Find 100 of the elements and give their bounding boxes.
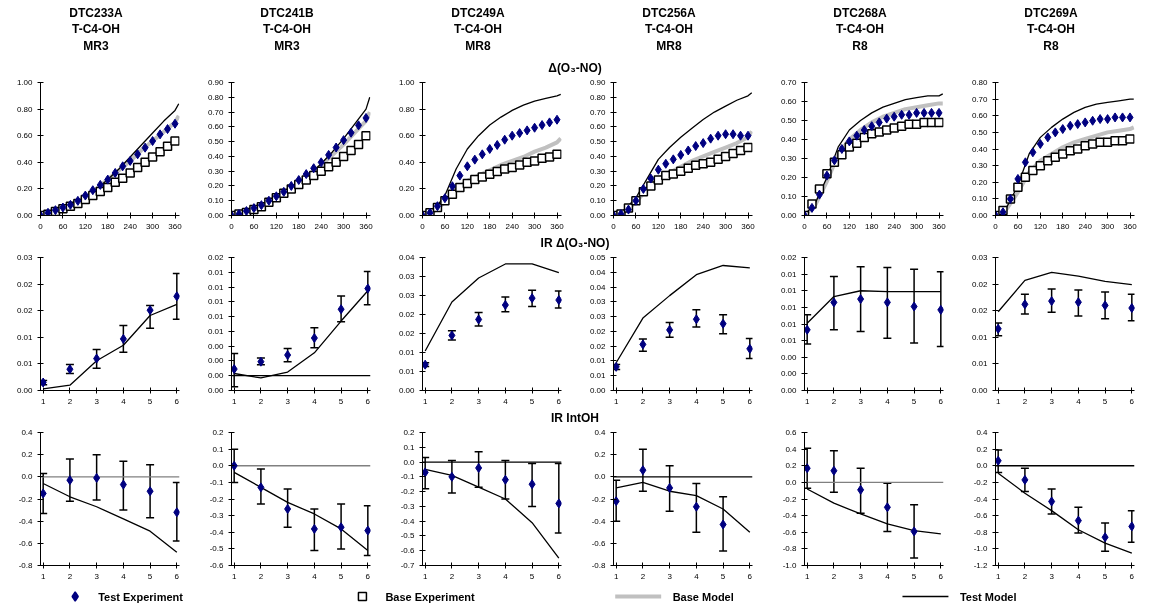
x-tick-label: 6 — [938, 571, 944, 581]
x-tick-label: 2 — [67, 571, 73, 581]
x-tick-label: 5 — [529, 396, 535, 406]
y-tick-label: 0.2 — [212, 428, 225, 437]
x-tick-label: 5 — [338, 571, 344, 581]
y-tick-label: -0.3 — [400, 501, 416, 511]
legend-label: Test Model — [959, 590, 1017, 603]
x-tick-label: 1 — [995, 396, 1001, 406]
x-tick-label: 240 — [887, 221, 902, 231]
y-tick-label: 0.20 — [589, 181, 607, 191]
x-tick-label: 2 — [449, 396, 455, 406]
x-tick-label: 300 — [336, 221, 351, 231]
y-tick-label: -0.2 — [400, 487, 416, 497]
x-tick-label: 60 — [440, 221, 450, 231]
x-tick-label: 5 — [911, 571, 917, 581]
y-tick-label: 0.70 — [589, 107, 607, 117]
x-tick-label: 180 — [674, 221, 688, 231]
y-tick-label: 0.01 — [589, 356, 607, 366]
x-tick-label: 5 — [529, 571, 535, 581]
x-tick-label: 4 — [503, 571, 509, 581]
y-tick-label: 0.01 — [780, 336, 798, 346]
x-tick-label: 1 — [422, 396, 428, 406]
y-tick-label: -0.8 — [973, 527, 989, 537]
x-tick-label: 3 — [858, 571, 864, 581]
y-tick-label: 0.4 — [785, 444, 798, 454]
y-tick-label: 0.05 — [589, 253, 607, 262]
y-tick-label: 0.01 — [780, 286, 798, 296]
y-tick-label: 0.4 — [21, 428, 34, 437]
x-tick-label: 3 — [285, 571, 291, 581]
x-tick-label: 120 — [460, 221, 475, 231]
x-tick-label: 360 — [168, 221, 183, 231]
x-tick-label: 360 — [359, 221, 374, 231]
y-tick-label: -0.4 — [591, 516, 607, 526]
x-tick-label: 4 — [503, 396, 509, 406]
y-tick-label: 0.03 — [16, 253, 34, 262]
x-tick-label: 360 — [1123, 221, 1138, 231]
chart-title: DTC241B T-C4-OH MR3 — [260, 5, 315, 54]
x-tick-label: 3 — [285, 396, 291, 406]
y-tick-label: 0.02 — [16, 306, 34, 316]
y-tick-label: 0.20 — [780, 173, 798, 182]
y-tick-label: 0.20 — [207, 181, 225, 191]
legend-label: Test Experiment — [98, 590, 184, 603]
x-tick-label: 5 — [720, 396, 726, 406]
x-tick-label: 300 — [718, 221, 733, 231]
y-tick-label: 0.10 — [971, 194, 989, 204]
y-tick-label: 0.2 — [21, 450, 34, 460]
y-tick-label: 0.0 — [785, 477, 798, 487]
x-tick-label: 1 — [40, 396, 46, 406]
y-tick-label: 0.02 — [16, 279, 34, 289]
y-tick-label: 0.70 — [780, 78, 798, 87]
y-tick-label: 0.02 — [398, 329, 416, 338]
x-tick-label: 1 — [231, 571, 237, 581]
y-tick-label: 0.60 — [207, 122, 225, 132]
x-tick-label: 240 — [314, 221, 329, 231]
x-tick-label: 0 — [420, 221, 426, 231]
chart-title: DTC256A T-C4-OH MR8 — [642, 5, 697, 54]
y-tick-label: 0.00 — [398, 211, 416, 220]
y-tick-label: 0.60 — [398, 131, 416, 141]
x-tick-label: 6 — [556, 571, 562, 581]
x-tick-label: 0 — [611, 221, 617, 231]
y-tick-label: 0.0 — [594, 472, 607, 482]
x-tick-label: 1 — [804, 571, 810, 581]
x-tick-label: 180 — [483, 221, 497, 231]
y-tick-label: 0.40 — [398, 157, 416, 167]
y-tick-label: 0.00 — [16, 211, 34, 220]
y-tick-label: -0.4 — [782, 511, 798, 521]
y-tick-label: 0.00 — [207, 356, 225, 366]
y-tick-label: 0.00 — [207, 341, 225, 351]
x-tick-label: 4 — [312, 571, 318, 581]
x-tick-label: 1 — [804, 396, 810, 406]
y-tick-label: 0.00 — [589, 386, 607, 395]
x-tick-label: 6 — [1129, 571, 1135, 581]
x-tick-label: 2 — [449, 571, 455, 581]
y-tick-label: 0.00 — [971, 211, 989, 220]
x-tick-label: 5 — [911, 396, 917, 406]
x-tick-label: 4 — [121, 571, 127, 581]
x-tick-label: 6 — [365, 396, 371, 406]
y-tick-label: 0.01 — [16, 359, 34, 369]
x-tick-label: 3 — [476, 571, 482, 581]
y-tick-label: 0.90 — [589, 78, 607, 87]
x-tick-label: 3 — [94, 396, 100, 406]
y-tick-label: 0.04 — [589, 282, 607, 292]
x-tick-label: 6 — [174, 396, 180, 406]
x-tick-label: 0 — [229, 221, 235, 231]
y-tick-label: 0.1 — [403, 442, 416, 452]
x-tick-label: 360 — [741, 221, 756, 231]
y-tick-label: 0.2 — [976, 444, 989, 454]
x-tick-label: 60 — [631, 221, 641, 231]
y-tick-label: 0.01 — [398, 367, 416, 376]
x-tick-label: 5 — [147, 571, 153, 581]
chart-title: DTC269A T-C4-OH R8 — [1024, 5, 1079, 54]
y-tick-label: 0.00 — [780, 386, 798, 395]
chart-title: DTC233A T-C4-OH MR3 — [69, 5, 124, 54]
x-tick-label: 2 — [831, 396, 837, 406]
y-tick-label: 0.30 — [971, 161, 989, 171]
x-tick-label: 240 — [505, 221, 520, 231]
x-tick-label: 6 — [747, 571, 753, 581]
y-tick-label: 0.80 — [589, 92, 607, 102]
y-tick-label: 0.03 — [398, 272, 416, 281]
x-tick-label: 0 — [802, 221, 808, 231]
